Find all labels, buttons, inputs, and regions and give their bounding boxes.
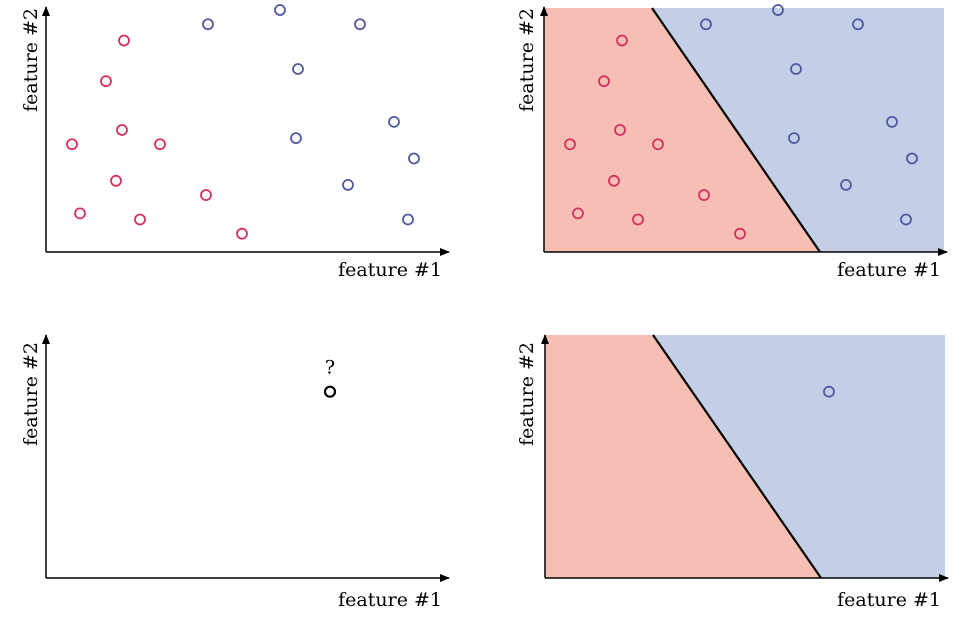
- data-point: [110, 174, 122, 187]
- data-point: [652, 138, 664, 151]
- y-axis-label: feature #2: [516, 8, 538, 112]
- panel-top-right: feature #1 feature #2: [516, 4, 948, 281]
- y-axis-label: feature #2: [20, 342, 42, 446]
- data-point: [598, 75, 610, 88]
- class-a-region: [545, 335, 821, 578]
- data-point: [698, 189, 710, 201]
- data-point: [614, 124, 626, 136]
- data-point: [354, 18, 366, 31]
- data-point: [790, 63, 802, 75]
- data-point: [118, 34, 130, 47]
- class-b-region: [652, 8, 944, 252]
- data-point: [274, 4, 286, 16]
- data-point: [900, 213, 912, 226]
- data-point: [292, 63, 304, 75]
- panel-bottom-left: ? feature #1 feature #2: [20, 334, 450, 611]
- data-point: [852, 18, 864, 31]
- data-point: [632, 213, 644, 226]
- data-point: [342, 178, 354, 191]
- data-point: [154, 138, 166, 151]
- data-points: [564, 4, 918, 240]
- data-point: [134, 213, 146, 226]
- data-points: [66, 4, 420, 240]
- data-point: [74, 207, 86, 220]
- new-data-point: [323, 385, 337, 398]
- data-point: [290, 132, 302, 145]
- class-b-region: [653, 335, 945, 578]
- data-point: [616, 34, 628, 47]
- unknown-class-label: ?: [325, 357, 335, 379]
- data-point: [402, 213, 414, 226]
- data-points: ?: [323, 357, 337, 398]
- panel-bottom-right: feature #1 feature #2: [516, 334, 949, 611]
- data-point: [66, 138, 78, 151]
- data-point: [886, 115, 898, 128]
- data-point: [200, 189, 212, 201]
- y-axis-label: feature #2: [20, 8, 42, 112]
- decision-regions: [545, 334, 945, 579]
- data-point: [788, 132, 800, 145]
- data-point: [906, 152, 918, 165]
- data-point: [236, 227, 248, 240]
- data-point: [388, 115, 400, 128]
- decision-boundary-line: [651, 7, 821, 253]
- data-point: [572, 207, 584, 220]
- data-point: [608, 174, 620, 187]
- data-point: [823, 385, 835, 398]
- y-axis-label: feature #2: [516, 342, 538, 446]
- data-points: [823, 385, 835, 398]
- data-point: [100, 75, 112, 88]
- panel-top-left: feature #1 feature #2: [20, 4, 450, 281]
- data-point: [840, 178, 852, 191]
- decision-regions: [544, 7, 944, 253]
- x-axis-label: feature #1: [338, 259, 442, 281]
- data-point: [772, 4, 784, 16]
- x-axis-label: feature #1: [837, 259, 941, 281]
- x-axis-label: feature #1: [837, 589, 941, 611]
- decision-boundary-line: [652, 334, 822, 579]
- data-point: [202, 18, 214, 31]
- data-point: [564, 138, 576, 151]
- data-point: [116, 124, 128, 136]
- x-axis-label: feature #1: [338, 589, 442, 611]
- data-point: [408, 152, 420, 165]
- class-a-region: [544, 8, 820, 252]
- data-point: [734, 227, 746, 240]
- data-point: [700, 18, 712, 31]
